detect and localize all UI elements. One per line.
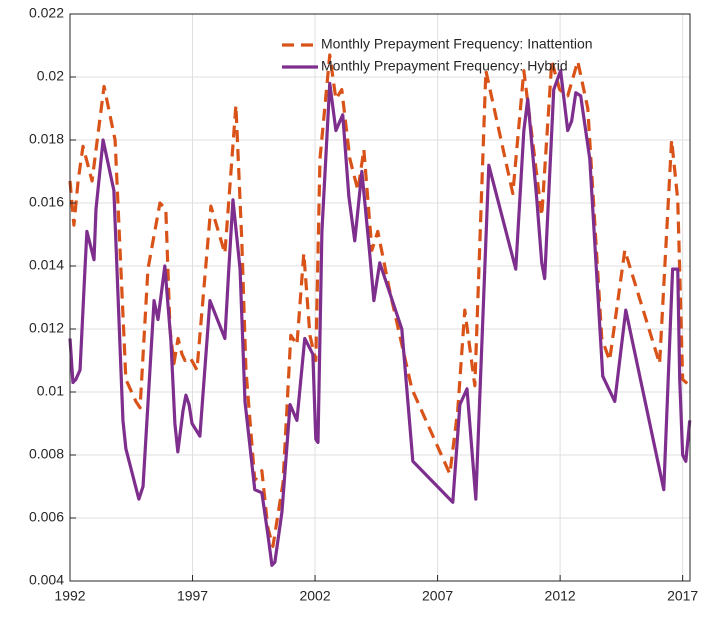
x-tick-label: 2007 [422,588,453,604]
y-tick-label: 0.01 [37,383,64,399]
legend-label: Monthly Prepayment Frequency: Hybrid [321,58,568,74]
y-tick-label: 0.008 [29,446,64,462]
y-tick-label: 0.012 [29,320,64,336]
x-tick-label: 2012 [545,588,576,604]
tick-layer: 0.004 0.006 0.008 0.01 0.012 0.014 0.016 0.018 0… [29,5,698,604]
legend: Monthly Prepayment Frequency: Inattentio… [282,36,593,74]
y-tick-label: 0.02 [37,68,64,84]
legend-label: Monthly Prepayment Frequency: Inattentio… [321,36,593,52]
series-line [68,53,691,548]
y-tick-label: 0.006 [29,509,64,525]
y-tick-label: 0.016 [29,194,64,210]
y-tick-label: 0.004 [29,572,64,588]
y-tick-label: 0.018 [29,131,64,147]
plot-frame [69,13,691,582]
y-tick-label: 0.022 [29,5,64,21]
line-layer [68,53,692,567]
x-tick-label: 1997 [177,588,208,604]
x-tick-label: 1992 [54,588,85,604]
series-line [68,69,692,567]
y-tick-label: 0.014 [29,257,64,273]
x-tick-label: 2017 [667,588,698,604]
x-tick-label: 2002 [299,588,330,604]
